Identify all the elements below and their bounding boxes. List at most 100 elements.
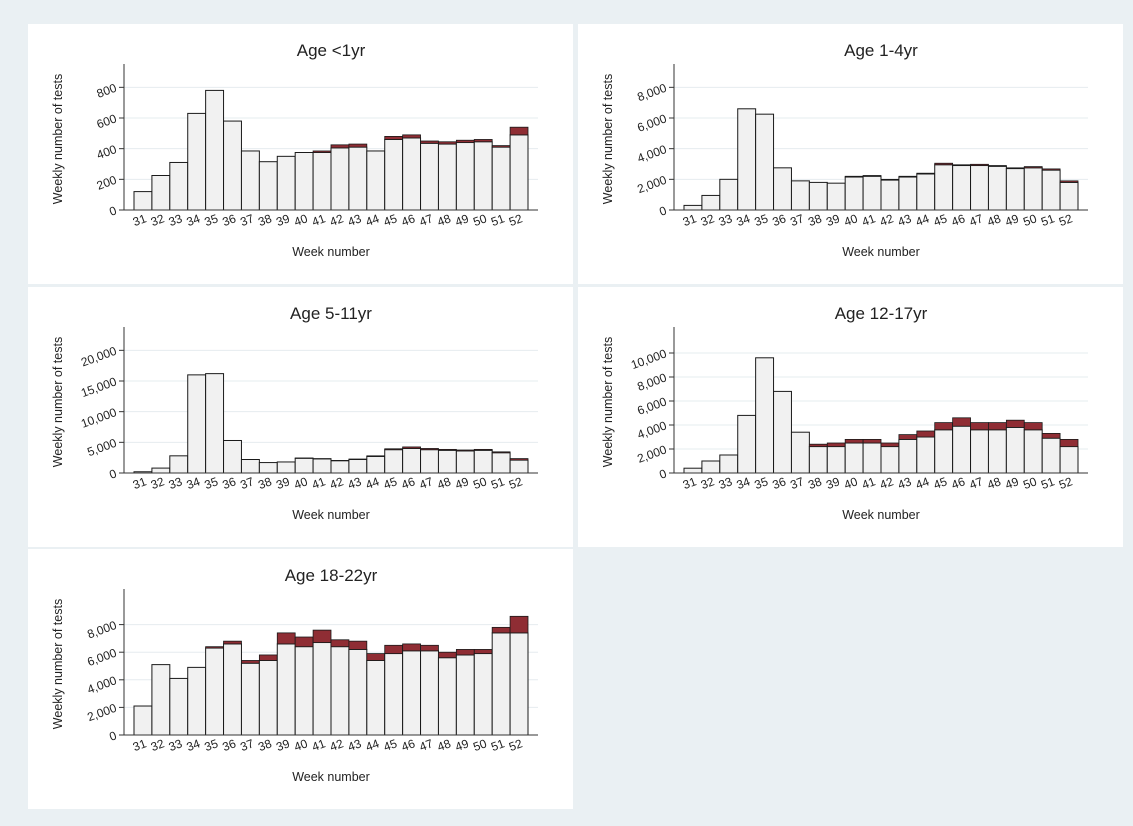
bar [187, 112, 207, 211]
bar [916, 436, 936, 474]
x-tick-label: 47 [967, 211, 985, 229]
y-tick-label: 20,000 [79, 344, 119, 370]
bar-stack [384, 644, 404, 654]
bar-stack [491, 145, 511, 148]
bar-stack [455, 139, 475, 143]
bar [384, 138, 404, 211]
x-tick-label: 43 [896, 211, 914, 229]
x-tick-label: 47 [417, 211, 435, 229]
x-tick-label: 31 [681, 211, 699, 229]
x-tick-label: 37 [238, 736, 256, 754]
bar-stack [438, 448, 457, 451]
bar [223, 439, 242, 474]
x-axis-label: Week number [842, 508, 920, 522]
bar [1041, 169, 1061, 211]
bar [384, 653, 404, 736]
y-axis-label: Weekly number of tests [601, 74, 615, 204]
x-tick-label: 43 [346, 211, 364, 229]
bar-stack [438, 141, 457, 145]
bar [1059, 181, 1079, 211]
bar-stack [509, 126, 529, 136]
x-tick-label: 48 [985, 474, 1003, 492]
bar [1023, 167, 1043, 211]
bar [808, 446, 828, 474]
x-tick-label: 46 [400, 211, 418, 229]
bar-stack [420, 140, 439, 144]
bar [187, 666, 207, 736]
bar [258, 462, 278, 474]
bar [701, 460, 721, 474]
bar [437, 143, 457, 211]
x-tick-label: 36 [220, 211, 238, 229]
bar [737, 414, 757, 474]
x-tick-label: 46 [400, 736, 418, 754]
x-tick-label: 50 [1021, 211, 1039, 229]
bar-stack [455, 649, 475, 656]
x-tick-label: 31 [131, 736, 149, 754]
bar-stack [862, 438, 882, 444]
bar [808, 181, 828, 211]
x-tick-label: 32 [699, 474, 717, 492]
bar-stack [808, 443, 828, 447]
x-tick-label: 49 [453, 474, 471, 492]
bar [952, 165, 972, 211]
bar [294, 152, 314, 211]
bar [205, 373, 225, 474]
bar [844, 442, 864, 474]
x-tick-label: 48 [435, 474, 453, 492]
bar [737, 108, 757, 211]
chart-panel-age-1-4: Age 1-4yr 0 2,000 4,000 6,000 8,000 31 32 33 34 35… [578, 24, 1123, 284]
bar-stack [258, 654, 278, 661]
bar-stack [952, 417, 971, 427]
bar [151, 664, 171, 736]
x-tick-label: 39 [274, 474, 292, 492]
y-tick-label: 8,000 [85, 618, 118, 642]
bar-stack [970, 163, 989, 166]
bar [312, 642, 332, 736]
bar [330, 460, 350, 474]
y-tick-label: 0 [657, 466, 668, 482]
bar-stack [312, 629, 332, 643]
x-tick-label: 44 [914, 474, 932, 492]
bar [205, 647, 225, 736]
bar [473, 653, 493, 736]
bar [773, 390, 792, 474]
bar-stack [312, 150, 332, 153]
x-tick-label: 47 [417, 736, 435, 754]
bar [402, 137, 422, 211]
bar [384, 449, 404, 474]
x-tick-label: 36 [220, 736, 238, 754]
x-tick-label: 36 [220, 474, 238, 492]
bar [294, 457, 314, 474]
bar [348, 146, 368, 211]
x-tick-label: 35 [203, 211, 221, 229]
x-tick-label: 42 [328, 736, 346, 754]
x-tick-label: 50 [1021, 474, 1039, 492]
bar [1005, 426, 1025, 474]
bar [223, 120, 242, 211]
bar [402, 650, 422, 736]
x-tick-label: 47 [417, 474, 435, 492]
bar-stack [1023, 422, 1043, 431]
bar [366, 150, 386, 211]
bar [1023, 429, 1043, 474]
x-tick-label: 35 [203, 736, 221, 754]
y-tick-label: 0 [107, 203, 118, 219]
bar [701, 194, 721, 211]
bar [402, 447, 422, 474]
bar-stack [205, 646, 224, 649]
x-tick-label: 42 [878, 474, 896, 492]
x-tick-label: 31 [681, 474, 699, 492]
x-tick-label: 41 [860, 474, 878, 492]
bar [455, 654, 475, 736]
x-axis-label: Week number [292, 508, 370, 522]
x-axis-label: Week number [292, 245, 370, 259]
x-tick-label: 41 [310, 736, 328, 754]
x-tick-label: 50 [471, 211, 489, 229]
x-tick-label: 32 [699, 211, 717, 229]
y-tick-label: 15,000 [79, 374, 119, 400]
bar [916, 173, 936, 211]
bar [348, 459, 368, 474]
bar [348, 648, 368, 736]
